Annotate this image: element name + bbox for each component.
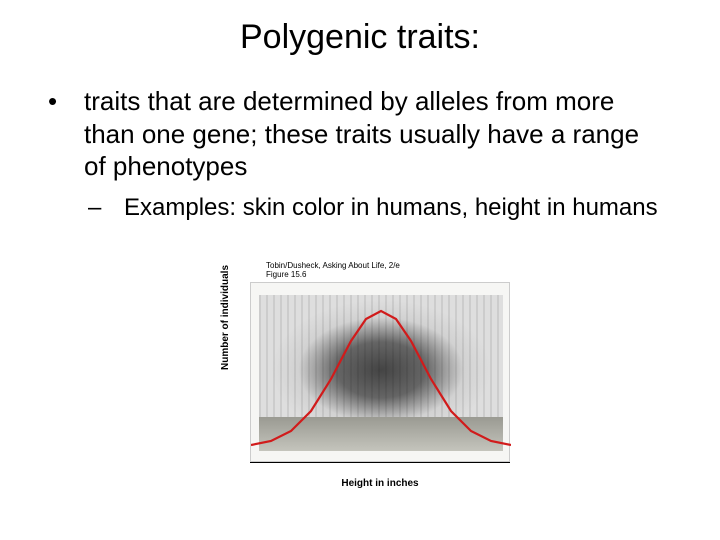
bullet-sub: – Examples: skin color in humans, height… <box>0 193 720 223</box>
bullet-main-text: traits that are determined by alleles fr… <box>84 85 660 183</box>
y-axis-label: Number of individuals <box>220 265 231 370</box>
crowd-photo <box>259 295 503 451</box>
bullet-dot: • <box>48 85 84 183</box>
plot-box <box>250 282 510 462</box>
chart-area: Number of individuals <box>224 282 524 472</box>
figure: Tobin/Dusheck, Asking About Life, 2/e Fi… <box>224 262 524 492</box>
x-axis-line <box>250 462 510 463</box>
bullet-main: • traits that are determined by alleles … <box>0 85 720 183</box>
bullet-dash: – <box>88 193 124 223</box>
bullet-sub-text: Examples: skin color in humans, height i… <box>124 193 660 223</box>
figure-caption: Tobin/Dusheck, Asking About Life, 2/e Fi… <box>266 262 524 280</box>
figure-caption-line2: Figure 15.6 <box>266 271 524 280</box>
photo-ground <box>259 417 503 451</box>
x-axis-label: Height in inches <box>250 478 510 489</box>
page-title: Polygenic traits: <box>0 0 720 85</box>
